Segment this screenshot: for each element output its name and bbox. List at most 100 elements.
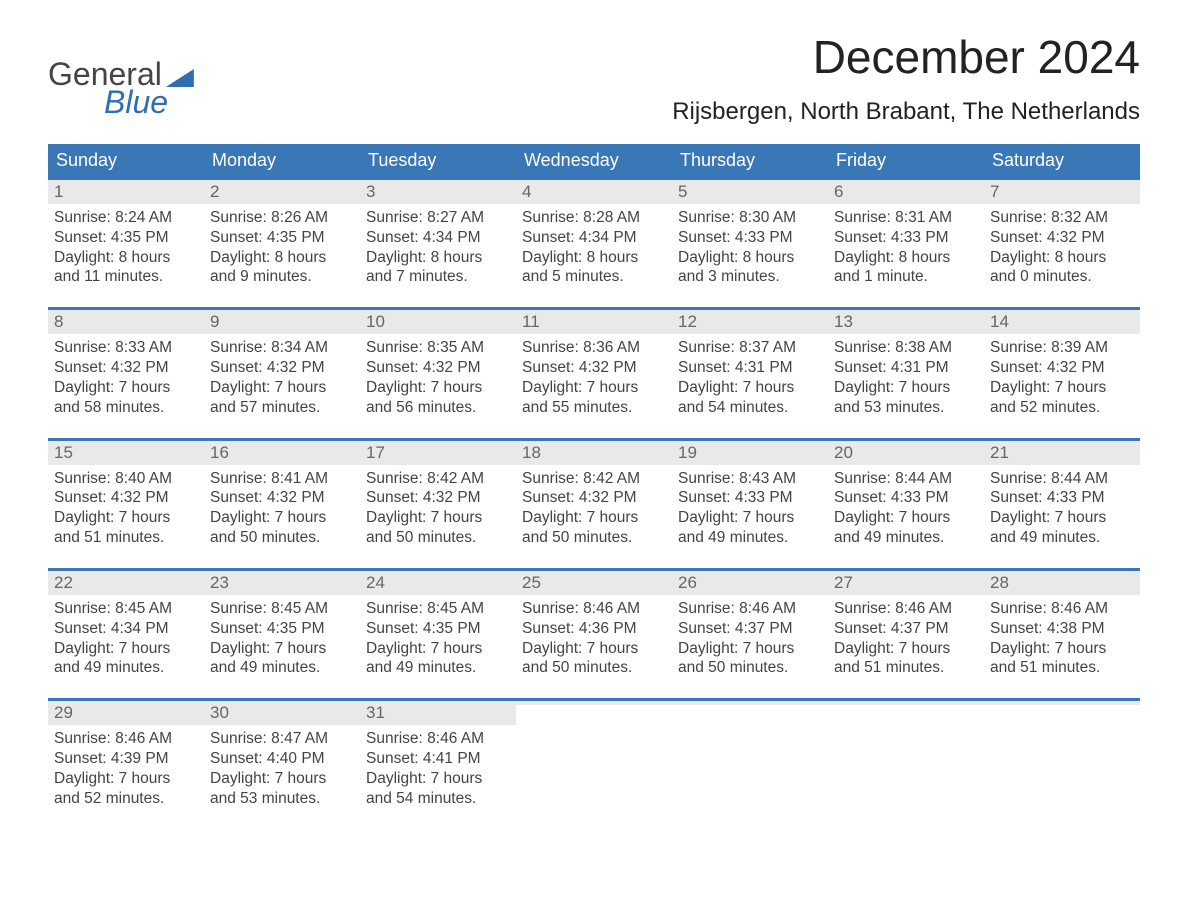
sunrise-text: Sunrise: 8:47 AM	[210, 729, 354, 749]
day-number: 2	[204, 180, 360, 204]
sunrise-text: Sunrise: 8:34 AM	[210, 338, 354, 358]
day-number: 10	[360, 310, 516, 334]
daylight-text: Daylight: 7 hours	[522, 378, 666, 398]
day-cell	[672, 701, 828, 814]
day-cell: 5Sunrise: 8:30 AMSunset: 4:33 PMDaylight…	[672, 180, 828, 293]
sunset-text: Sunset: 4:37 PM	[678, 619, 822, 639]
day-number: 18	[516, 441, 672, 465]
sunrise-text: Sunrise: 8:45 AM	[366, 599, 510, 619]
weekday-label: Friday	[828, 144, 984, 177]
daylight-text: Daylight: 7 hours	[834, 639, 978, 659]
daylight-text: and 54 minutes.	[678, 398, 822, 418]
day-cell: 10Sunrise: 8:35 AMSunset: 4:32 PMDayligh…	[360, 310, 516, 423]
daylight-text: and 11 minutes.	[54, 267, 198, 287]
daylight-text: and 0 minutes.	[990, 267, 1134, 287]
sunset-text: Sunset: 4:35 PM	[210, 619, 354, 639]
sunrise-text: Sunrise: 8:44 AM	[990, 469, 1134, 489]
sunrise-text: Sunrise: 8:31 AM	[834, 208, 978, 228]
logo-text-bottom: Blue	[104, 86, 194, 118]
sunset-text: Sunset: 4:34 PM	[54, 619, 198, 639]
day-number: 9	[204, 310, 360, 334]
day-cell: 25Sunrise: 8:46 AMSunset: 4:36 PMDayligh…	[516, 571, 672, 684]
day-number: 7	[984, 180, 1140, 204]
day-cell: 21Sunrise: 8:44 AMSunset: 4:33 PMDayligh…	[984, 441, 1140, 554]
day-number: 15	[48, 441, 204, 465]
day-cell: 30Sunrise: 8:47 AMSunset: 4:40 PMDayligh…	[204, 701, 360, 814]
daylight-text: and 53 minutes.	[834, 398, 978, 418]
daylight-text: and 49 minutes.	[678, 528, 822, 548]
sunset-text: Sunset: 4:33 PM	[678, 228, 822, 248]
sunrise-text: Sunrise: 8:40 AM	[54, 469, 198, 489]
sunrise-text: Sunrise: 8:27 AM	[366, 208, 510, 228]
sunset-text: Sunset: 4:32 PM	[366, 358, 510, 378]
daylight-text: and 1 minute.	[834, 267, 978, 287]
sunset-text: Sunset: 4:33 PM	[834, 228, 978, 248]
day-cell: 13Sunrise: 8:38 AMSunset: 4:31 PMDayligh…	[828, 310, 984, 423]
sunrise-text: Sunrise: 8:38 AM	[834, 338, 978, 358]
sunrise-text: Sunrise: 8:45 AM	[210, 599, 354, 619]
week-row: 8Sunrise: 8:33 AMSunset: 4:32 PMDaylight…	[48, 307, 1140, 423]
day-number: 31	[360, 701, 516, 725]
sunrise-text: Sunrise: 8:32 AM	[990, 208, 1134, 228]
day-cell: 27Sunrise: 8:46 AMSunset: 4:37 PMDayligh…	[828, 571, 984, 684]
sunset-text: Sunset: 4:33 PM	[834, 488, 978, 508]
sunrise-text: Sunrise: 8:46 AM	[366, 729, 510, 749]
daylight-text: Daylight: 8 hours	[366, 248, 510, 268]
daylight-text: Daylight: 7 hours	[990, 508, 1134, 528]
daylight-text: and 49 minutes.	[990, 528, 1134, 548]
sunrise-text: Sunrise: 8:46 AM	[990, 599, 1134, 619]
daylight-text: and 50 minutes.	[522, 658, 666, 678]
daylight-text: Daylight: 7 hours	[678, 508, 822, 528]
daylight-text: Daylight: 7 hours	[54, 508, 198, 528]
sunset-text: Sunset: 4:36 PM	[522, 619, 666, 639]
sunrise-text: Sunrise: 8:24 AM	[54, 208, 198, 228]
sunrise-text: Sunrise: 8:42 AM	[366, 469, 510, 489]
week-row: 1 Sunrise: 8:24 AM Sunset: 4:35 PM Daylight…	[48, 177, 1140, 293]
sunset-text: Sunset: 4:32 PM	[522, 358, 666, 378]
sunset-text: Sunset: 4:38 PM	[990, 619, 1134, 639]
weeks-container: 1 Sunrise: 8:24 AM Sunset: 4:35 PM Daylight…	[48, 177, 1140, 815]
day-cell: 26Sunrise: 8:46 AMSunset: 4:37 PMDayligh…	[672, 571, 828, 684]
sunrise-text: Sunrise: 8:42 AM	[522, 469, 666, 489]
day-cell: 31Sunrise: 8:46 AMSunset: 4:41 PMDayligh…	[360, 701, 516, 814]
daylight-text: Daylight: 7 hours	[834, 508, 978, 528]
sunset-text: Sunset: 4:32 PM	[210, 488, 354, 508]
weekday-header-row: Sunday Monday Tuesday Wednesday Thursday…	[48, 144, 1140, 177]
day-number: 1	[48, 180, 204, 204]
day-number: 30	[204, 701, 360, 725]
sunrise-text: Sunrise: 8:39 AM	[990, 338, 1134, 358]
day-number: 16	[204, 441, 360, 465]
day-cell: 28Sunrise: 8:46 AMSunset: 4:38 PMDayligh…	[984, 571, 1140, 684]
daylight-text: Daylight: 7 hours	[210, 508, 354, 528]
daylight-text: and 5 minutes.	[522, 267, 666, 287]
sunrise-text: Sunrise: 8:41 AM	[210, 469, 354, 489]
title-block: December 2024 Rijsbergen, North Brabant,…	[672, 30, 1140, 126]
sunrise-text: Sunrise: 8:46 AM	[678, 599, 822, 619]
daylight-text: and 7 minutes.	[366, 267, 510, 287]
day-number: 12	[672, 310, 828, 334]
day-cell: 4Sunrise: 8:28 AMSunset: 4:34 PMDaylight…	[516, 180, 672, 293]
sunset-text: Sunset: 4:35 PM	[210, 228, 354, 248]
sunrise-text: Sunrise: 8:36 AM	[522, 338, 666, 358]
daylight-text: and 49 minutes.	[366, 658, 510, 678]
sunset-text: Sunset: 4:32 PM	[210, 358, 354, 378]
day-cell: 11Sunrise: 8:36 AMSunset: 4:32 PMDayligh…	[516, 310, 672, 423]
daylight-text: Daylight: 8 hours	[990, 248, 1134, 268]
day-cell: 18Sunrise: 8:42 AMSunset: 4:32 PMDayligh…	[516, 441, 672, 554]
daylight-text: and 54 minutes.	[366, 789, 510, 809]
sunset-text: Sunset: 4:32 PM	[522, 488, 666, 508]
daylight-text: and 50 minutes.	[678, 658, 822, 678]
day-cell: 12Sunrise: 8:37 AMSunset: 4:31 PMDayligh…	[672, 310, 828, 423]
daylight-text: and 51 minutes.	[54, 528, 198, 548]
day-number: 29	[48, 701, 204, 725]
daylight-text: Daylight: 7 hours	[210, 769, 354, 789]
day-cell: 16 Sunrise: 8:41 AMSunset: 4:32 PMDayligh…	[204, 441, 360, 554]
day-cell	[984, 701, 1140, 814]
sunrise-text: Sunrise: 8:26 AM	[210, 208, 354, 228]
daylight-text: and 52 minutes.	[54, 789, 198, 809]
daylight-text: Daylight: 8 hours	[834, 248, 978, 268]
daylight-text: Daylight: 7 hours	[210, 378, 354, 398]
sunrise-text: Sunrise: 8:30 AM	[678, 208, 822, 228]
daylight-text: and 53 minutes.	[210, 789, 354, 809]
daylight-text: Daylight: 7 hours	[834, 378, 978, 398]
